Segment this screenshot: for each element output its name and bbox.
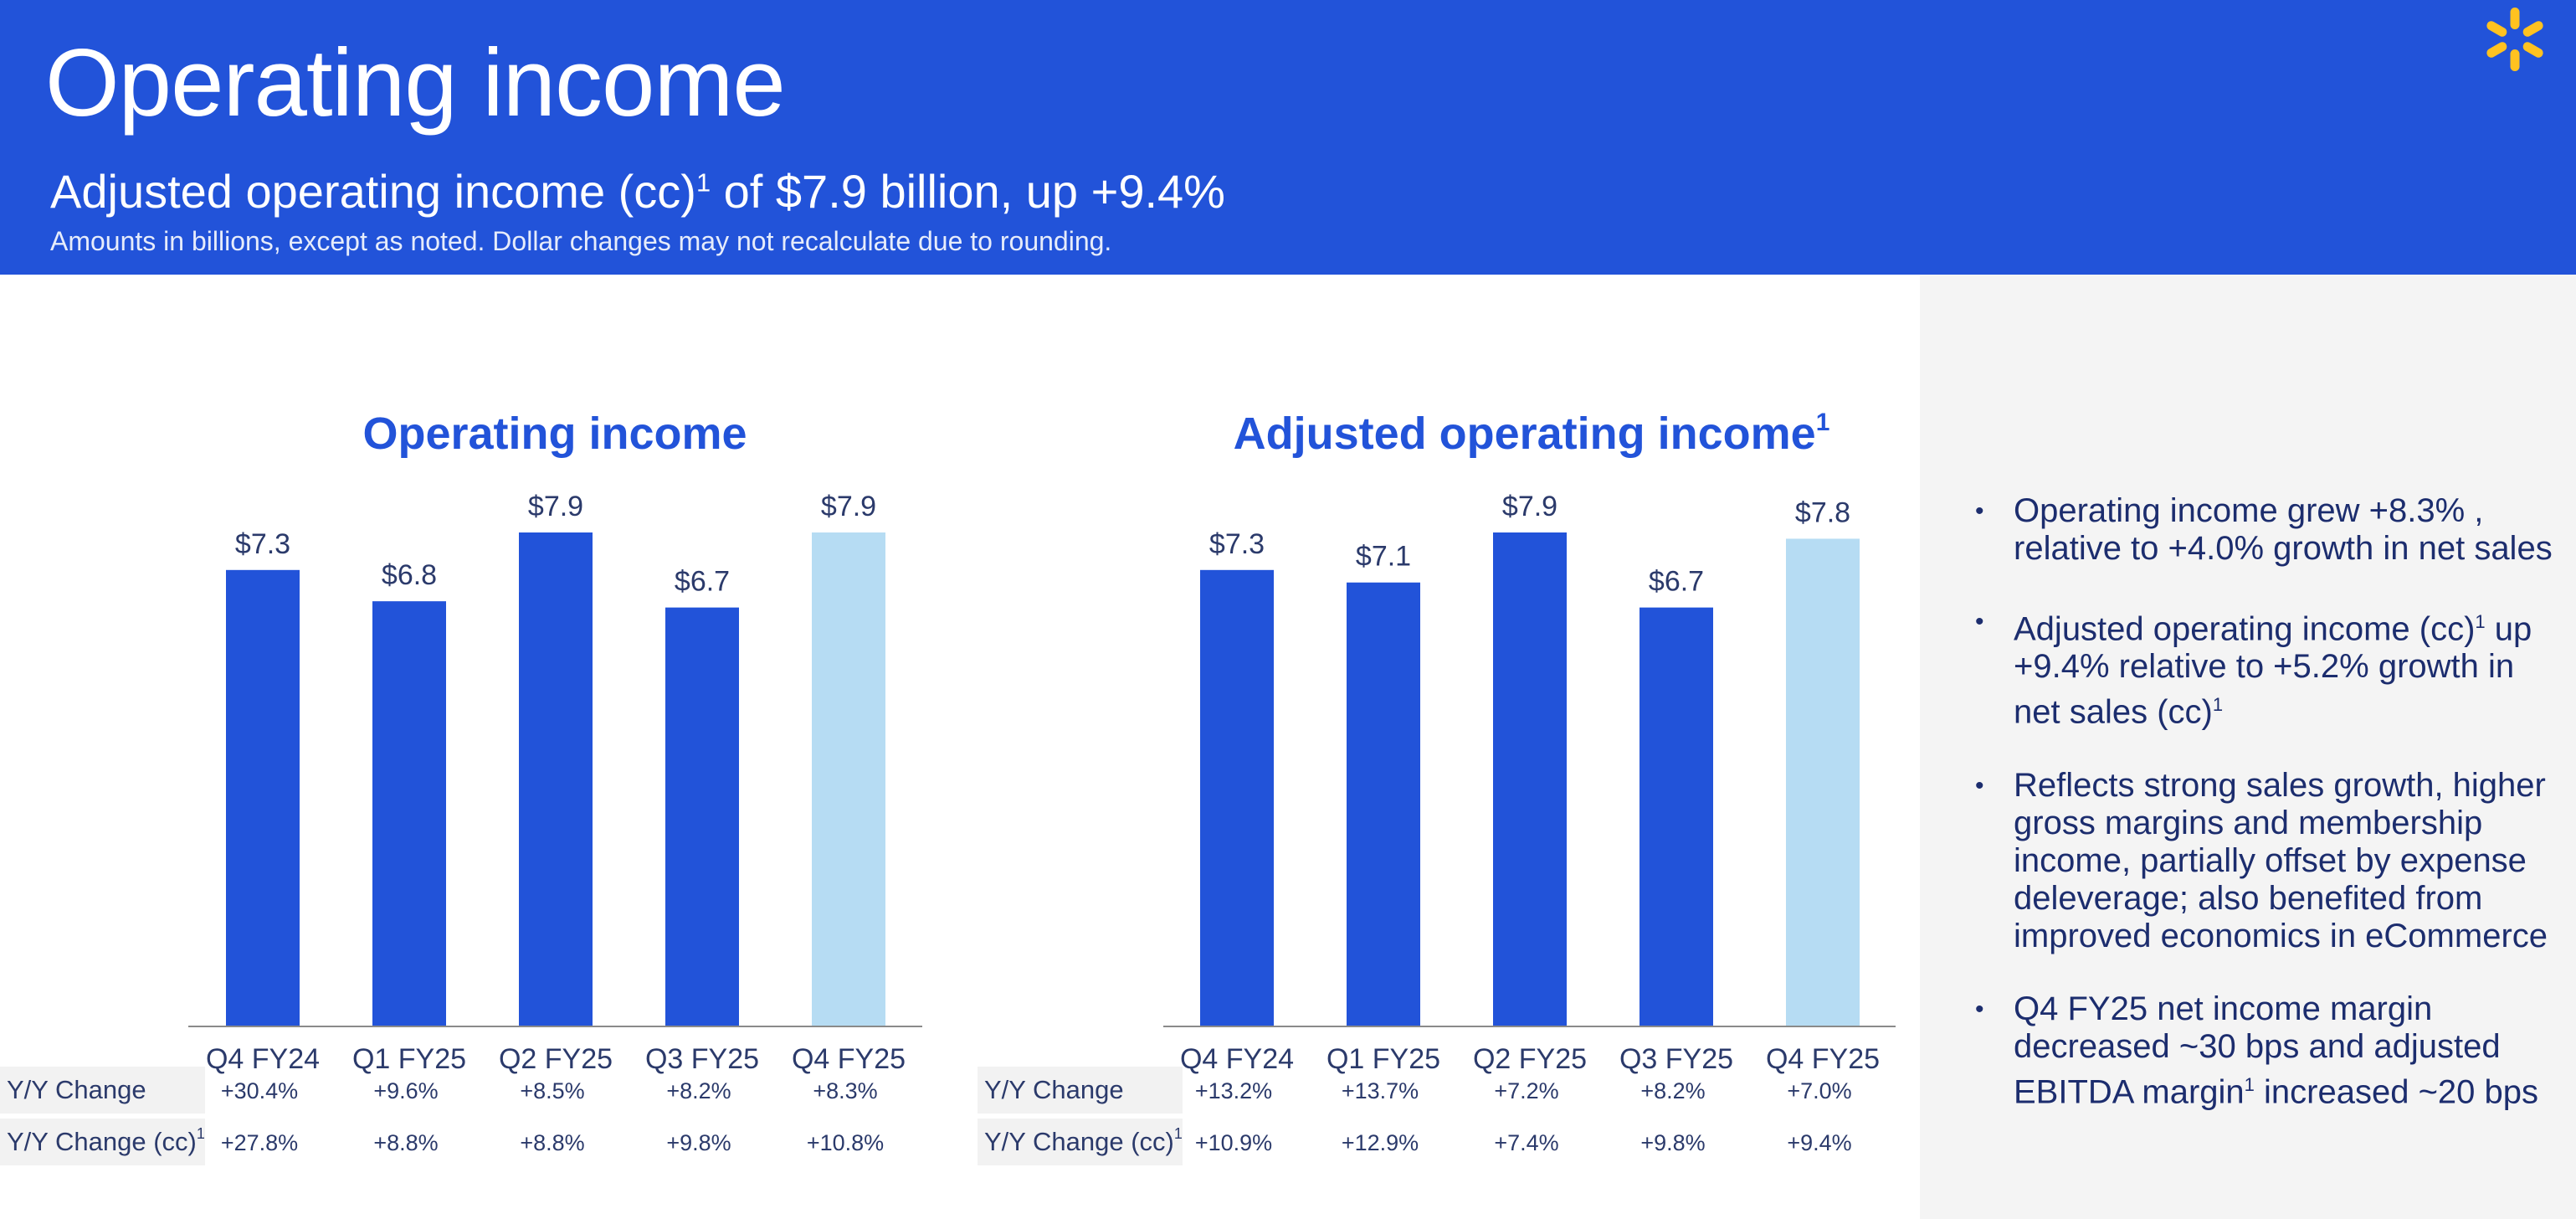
bar	[1640, 607, 1713, 1026]
bullet-text: Operating income grew +8.3% , relative t…	[2014, 492, 2553, 567]
table-cell: +8.3%	[813, 1078, 877, 1103]
x-tick-label: Q3 FY25	[645, 1043, 759, 1075]
row-label-footnote: 1	[197, 1125, 205, 1142]
row-label: Y/Y Change (cc)1	[984, 1125, 1183, 1156]
bullet-text-rest: increased ~20 bps	[2254, 1072, 2539, 1110]
chart-title: Operating income	[362, 409, 747, 459]
bullet-item: • Adjusted operating income (cc)1 up +9.4…	[1975, 608, 2532, 731]
row-label-bg	[978, 1119, 1183, 1165]
table-cell: +8.8%	[520, 1130, 584, 1155]
bar	[1786, 538, 1860, 1026]
table-cell: +9.6%	[373, 1078, 438, 1103]
table-cell: +9.4%	[1787, 1130, 1851, 1155]
bullet-text: Adjusted operating income (cc)	[2014, 610, 2476, 648]
bar-value-label: $7.3	[235, 528, 290, 560]
x-tick-label: Q3 FY25	[1619, 1043, 1733, 1075]
table-cell: +8.2%	[666, 1078, 731, 1103]
x-tick-label: Q4 FY25	[792, 1043, 906, 1075]
x-tick-label: Q1 FY25	[1326, 1043, 1440, 1075]
bullet-footnote: 1	[2475, 611, 2486, 632]
bar	[226, 569, 300, 1026]
bar	[1200, 569, 1274, 1026]
bar	[519, 532, 593, 1026]
bar-value-label: $7.9	[821, 491, 876, 522]
bar	[1347, 582, 1420, 1026]
table-cell: +10.9%	[1195, 1130, 1272, 1155]
chart-title-footnote: 1	[1816, 409, 1830, 436]
x-tick-label: Q2 FY25	[499, 1043, 613, 1075]
row-label: Y/Y Change (cc)1	[7, 1125, 205, 1156]
bullet-item: • Q4 FY25 net income margin decreased ~30…	[1975, 990, 2539, 1110]
table-cell: +9.8%	[1640, 1130, 1705, 1155]
row-label-bg	[0, 1067, 205, 1114]
bar-value-label: $7.9	[528, 491, 583, 522]
subtitle-text: Adjusted operating income (cc)	[50, 165, 696, 218]
bullet-footnote: 1	[2212, 694, 2224, 716]
bar-value-label: $6.7	[675, 566, 730, 598]
table-cell: +27.8%	[221, 1130, 298, 1155]
bar-value-label: $7.1	[1356, 541, 1411, 573]
table-cell: +10.8%	[807, 1130, 884, 1155]
table-cell: +13.7%	[1342, 1078, 1419, 1103]
table-cell: +7.4%	[1494, 1130, 1558, 1155]
bullet-text: Reflects strong sales growth, higher gro…	[2014, 766, 2548, 954]
commentary-panel	[1920, 275, 2576, 1219]
table-cell: +8.5%	[520, 1078, 584, 1103]
bar	[665, 607, 739, 1026]
operating-income-charts: Operating income $7.3 Q4 FY24 $6.8 Q1 FY25 $7…	[0, 409, 1896, 1165]
bar-value-label: $6.7	[1649, 566, 1704, 598]
subtitle-text-rest: of $7.9 billion, up +9.4%	[711, 165, 1225, 218]
bar-value-label: $7.8	[1795, 496, 1850, 528]
row-label-bg	[0, 1119, 205, 1165]
x-tick-label: Q4 FY24	[206, 1043, 320, 1075]
amounts-note: Amounts in billions, except as noted. Do…	[50, 226, 1112, 256]
bar-value-label: $7.9	[1502, 491, 1557, 522]
bar-value-label: $6.8	[382, 559, 437, 591]
x-tick-label: Q4 FY25	[1766, 1043, 1880, 1075]
table-cell: +8.2%	[1640, 1078, 1705, 1103]
x-tick-label: Q2 FY25	[1473, 1043, 1587, 1075]
commentary-bullets: • Operating income grew +8.3% , relative …	[1972, 492, 2558, 1146]
table-cell: +8.8%	[373, 1130, 438, 1155]
bullet-item: • Operating income grew +8.3% , relative …	[1975, 492, 2553, 567]
subtitle-footnote: 1	[695, 167, 711, 198]
x-tick-label: Q1 FY25	[352, 1043, 466, 1075]
row-label: Y/Y Change	[984, 1075, 1124, 1104]
row-label: Y/Y Change	[7, 1075, 146, 1104]
page-title: Operating income	[45, 30, 786, 136]
header-banner: Operating income Adjusted operating inco…	[0, 0, 2576, 275]
row-label-footnote: 1	[1174, 1125, 1183, 1142]
table-cell: +13.2%	[1195, 1078, 1272, 1103]
bar	[812, 532, 885, 1026]
bar	[1493, 532, 1567, 1026]
x-tick-label: Q4 FY24	[1180, 1043, 1294, 1075]
bullet-text: Q4 FY25 net income margin decreased ~30 …	[2014, 990, 2501, 1110]
table-cell: +7.2%	[1494, 1078, 1558, 1103]
table-cell: +12.9%	[1342, 1130, 1419, 1155]
spark-logo-icon	[2486, 8, 2543, 71]
bar-value-label: $7.3	[1209, 528, 1265, 560]
chart-title: Adjusted operating income1	[1234, 409, 1830, 459]
row-label-bg	[978, 1067, 1183, 1114]
table-cell: +30.4%	[221, 1078, 298, 1103]
table-cell: +9.8%	[666, 1130, 731, 1155]
bullet-footnote: 1	[2244, 1073, 2255, 1095]
bar	[372, 601, 446, 1026]
page-subtitle: Adjusted operating income (cc)1 of $7.9 …	[50, 164, 1225, 219]
bullet-item: • Reflects strong sales growth, higher gr…	[1975, 766, 2548, 954]
bullet-text-rest: up +9.4% relative to +5.2% growth in net…	[2014, 610, 2532, 731]
table-cell: +7.0%	[1787, 1078, 1851, 1103]
